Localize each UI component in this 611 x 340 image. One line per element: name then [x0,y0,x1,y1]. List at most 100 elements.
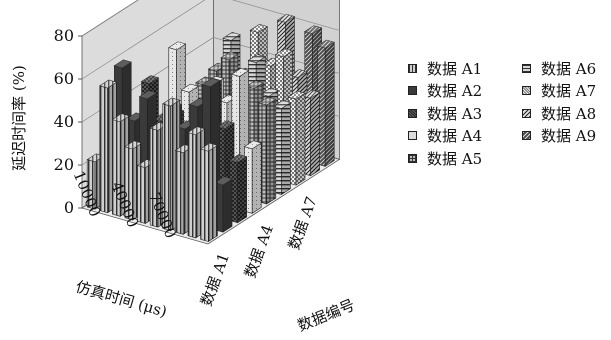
bar-top [187,126,206,136]
legend-swatch [522,131,531,140]
bar-top [249,24,268,33]
bar-top [316,39,335,49]
legend-item: 数据 A3 [408,103,482,123]
bar-top-light [215,176,233,185]
bar-top-light [246,80,264,89]
legend-item: 数据 A6 [522,58,596,78]
legend-item: 数据 A7 [522,81,596,101]
legend-swatch [408,153,417,163]
bar-top [289,69,308,78]
bar-top [162,97,181,107]
bar-top [243,140,262,150]
bar-top-light [277,14,295,23]
bar-top [220,51,239,61]
bar-front [187,132,197,239]
bar-top [201,78,221,87]
bars [86,13,335,243]
bar-top [247,54,266,63]
bar [258,96,277,205]
x-axis-label: 仿真时间 (μs) [74,278,169,321]
bar-top-light [200,143,218,152]
bar [229,154,248,224]
legend-swatch [408,86,417,95]
z-tick-label: 60 [54,69,74,88]
bar-top-light [99,79,117,89]
legend-label: 数据 A8 [541,104,597,123]
legend-item: 数据 A1 [408,58,482,78]
bar-top-light [112,113,130,122]
bar-top [216,120,235,130]
bar-side-shade [310,92,320,176]
bar-top [222,31,241,41]
bar-top-light [139,90,157,99]
legend-label: 数据 A6 [541,59,597,78]
bar-top [287,90,306,100]
bar-top-light [162,97,180,107]
bar-top [138,90,158,100]
gridline [81,0,139,37]
bar-top-light [124,140,142,149]
bar-top-light [229,154,247,163]
bar-top-light [260,88,278,97]
bar-top [258,96,277,106]
bar-top-light [317,40,335,49]
bar-top [245,80,264,89]
legend-item: 数据 A5 [408,148,482,168]
bar-top-light [187,126,205,135]
bar-top-light [231,68,249,77]
legend-label: 数据 A3 [427,104,483,123]
bar-top [274,48,294,58]
z-tick-label: 0 [64,198,74,217]
z-axis: 0 20 40 60 80 延迟时间率 (%) [10,26,82,217]
bar-front [200,148,209,242]
bar-top [272,100,292,109]
legend-item: 数据 A8 [522,103,596,123]
z-tick-label: 40 [54,112,74,131]
bar-top [304,25,323,35]
legend-label: 数据 A2 [427,82,483,100]
bar-top-light [181,84,199,93]
legend-label: 数据 A9 [541,127,597,145]
z-tick-label: 20 [54,155,74,174]
legend-swatch [408,131,417,140]
legend-swatch [522,108,531,118]
bar-top-light [244,140,262,149]
legend-item: 数据 A2 [408,81,482,101]
bar-front [175,150,184,235]
bar-top-light [258,96,276,106]
bar-top [180,83,199,93]
y-tick-label: 数据 A4 [241,222,277,280]
gridline [81,0,340,80]
bar-top-light [290,69,308,78]
legend-label: 数据 A4 [427,127,483,145]
y-tick-label: 数据 A1 [197,251,233,309]
z-tick-label: 80 [54,26,74,45]
bar-top-light [217,120,235,129]
bar-top-light [302,90,320,99]
bar-top [214,176,233,186]
legend-swatch [408,108,417,118]
bar-top-light [273,100,291,109]
bar-side-shade [281,102,291,195]
bar-top [229,154,248,163]
bar-top-light [223,32,241,41]
bar-top [111,113,130,123]
legend-swatch [522,86,531,95]
bar-top [168,41,187,51]
bar-side-shade [325,42,335,167]
legend-swatch [408,63,417,73]
y-tick-label: 数据 A7 [285,194,321,252]
bar [316,39,335,167]
legend-item: 数据 A9 [522,126,596,146]
bar-side-shade [237,156,247,223]
bar-side-shade [252,143,262,214]
bar-side-shade [222,179,233,233]
bar-top [302,89,321,99]
bar-top [124,140,143,150]
bar-top [231,68,250,77]
bar-top [199,142,219,152]
bar-top-light [168,41,186,50]
